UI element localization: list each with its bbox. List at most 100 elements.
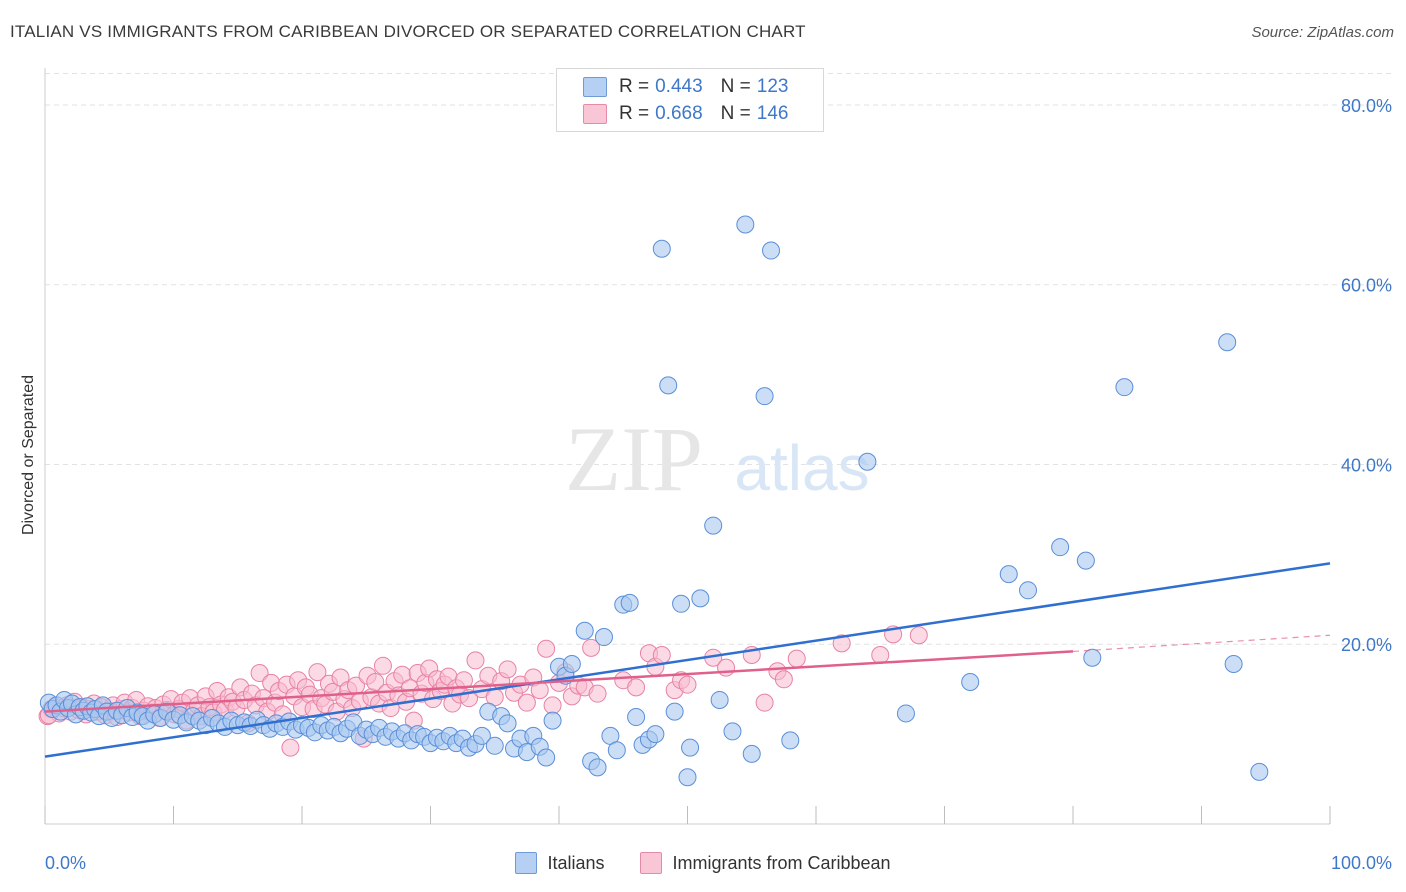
grid-lines	[45, 72, 1392, 645]
data-point-caribbean	[787, 649, 806, 668]
legend-n-value: 146	[756, 103, 789, 124]
data-point-italians	[1019, 581, 1038, 600]
data-point-italians	[755, 387, 774, 406]
data-point-italians	[704, 516, 723, 535]
data-point-caribbean	[373, 656, 392, 675]
data-point-italians	[723, 722, 742, 741]
legend-r-value: 0.443	[655, 76, 703, 97]
data-point-italians	[537, 748, 556, 767]
data-point-caribbean	[281, 738, 300, 757]
data-point-italians	[1250, 762, 1269, 781]
data-point-italians	[896, 704, 915, 723]
data-point-italians	[736, 215, 755, 234]
data-point-caribbean	[832, 634, 851, 653]
data-point-italians	[710, 690, 729, 709]
data-point-caribbean	[717, 658, 736, 677]
x-tick-label: 0.0%	[45, 853, 86, 873]
data-point-caribbean	[588, 684, 607, 703]
legend-n-label: N =	[720, 103, 751, 124]
data-point-caribbean	[678, 675, 697, 694]
legend-r-label: R =	[619, 76, 650, 97]
data-point-italians	[999, 565, 1018, 584]
data-point-italians	[781, 731, 800, 750]
data-point-italians	[858, 452, 877, 471]
data-point-italians	[762, 241, 781, 260]
data-point-caribbean	[909, 626, 928, 645]
data-point-italians	[543, 711, 562, 730]
bottom-legend-label: Italians	[547, 852, 605, 873]
trend-line-caribbean	[44, 650, 1074, 713]
data-point-caribbean	[755, 693, 774, 712]
legend-r-label: R =	[619, 103, 650, 124]
bottom-legend-swatch-italians	[515, 852, 538, 874]
data-point-italians	[607, 741, 626, 760]
data-point-caribbean	[517, 693, 536, 712]
data-point-italians	[485, 736, 504, 755]
data-point-italians	[961, 672, 980, 691]
watermark-atlas: atlas	[734, 432, 869, 504]
legend-row-caribbean: R = 0.668 N = 146	[583, 102, 788, 126]
data-point-italians	[742, 744, 761, 763]
bottom-legend-caribbean[interactable]: Immigrants from Caribbean	[640, 852, 891, 874]
legend-n-label: N =	[720, 76, 751, 97]
data-point-italians	[594, 628, 613, 647]
series-italians-points	[39, 215, 1269, 787]
trend-lines	[44, 562, 1331, 758]
legend: R = 0.443 N = 123 R = 0.668 N = 146	[556, 68, 824, 132]
legend-swatch-italians	[583, 77, 607, 97]
data-point-italians	[1218, 333, 1237, 352]
y-axis-title: Divorced or Separated	[20, 375, 37, 535]
bottom-legend-swatch-caribbean	[640, 852, 663, 874]
trend-line-caribbean-extension	[1072, 634, 1331, 653]
data-point-caribbean	[498, 660, 517, 679]
x-tick-label: 100.0%	[1331, 853, 1392, 873]
y-tick-label: 40.0%	[1341, 455, 1392, 475]
data-point-italians	[678, 768, 697, 787]
source-label: Source: ZipAtlas.com	[1251, 24, 1394, 41]
y-tick-label: 60.0%	[1341, 276, 1392, 296]
data-point-italians	[472, 726, 491, 745]
data-point-caribbean	[652, 646, 671, 665]
data-point-italians	[659, 376, 678, 395]
data-point-italians	[1051, 538, 1070, 557]
data-point-italians	[575, 621, 594, 640]
data-point-italians	[1076, 551, 1095, 570]
data-point-italians	[620, 593, 639, 612]
data-point-italians	[498, 714, 517, 733]
data-point-caribbean	[466, 651, 485, 670]
watermark: ZIP atlas	[565, 408, 870, 510]
legend-row-italians: R = 0.443 N = 123	[583, 75, 788, 99]
y-tick-label: 80.0%	[1341, 96, 1392, 116]
bottom-legend-label: Immigrants from Caribbean	[672, 852, 891, 873]
data-point-caribbean	[537, 639, 556, 658]
data-point-caribbean	[627, 678, 646, 697]
data-point-italians	[665, 702, 684, 721]
data-point-italians	[627, 708, 646, 727]
tick-labels: 20.0% 40.0% 60.0% 80.0% 0.0% 100.0%	[45, 96, 1392, 873]
legend-n-value: 123	[756, 76, 789, 97]
data-point-caribbean	[366, 672, 385, 691]
y-tick-label: 20.0%	[1341, 635, 1392, 655]
chart-title: ITALIAN VS IMMIGRANTS FROM CARIBBEAN DIV…	[10, 22, 806, 41]
data-point-italians	[652, 239, 671, 258]
data-point-caribbean	[308, 663, 327, 682]
data-point-italians	[562, 655, 581, 674]
data-point-caribbean	[250, 663, 269, 682]
legend-swatch-caribbean	[583, 104, 607, 124]
data-point-caribbean	[582, 638, 601, 657]
data-point-caribbean	[543, 696, 562, 715]
data-point-italians	[681, 738, 700, 757]
data-point-italians	[588, 758, 607, 777]
data-point-italians	[1224, 655, 1243, 674]
data-point-italians	[672, 594, 691, 613]
data-point-caribbean	[454, 671, 473, 690]
data-point-caribbean	[774, 670, 793, 689]
legend-r-value: 0.668	[655, 103, 703, 124]
data-point-italians	[691, 589, 710, 608]
watermark-zip: ZIP	[565, 408, 703, 510]
bottom-legend: Italians Immigrants from Caribbean	[0, 852, 1406, 874]
bottom-legend-italians[interactable]: Italians	[515, 852, 604, 874]
data-point-italians	[1083, 648, 1102, 667]
data-point-italians	[646, 725, 665, 744]
